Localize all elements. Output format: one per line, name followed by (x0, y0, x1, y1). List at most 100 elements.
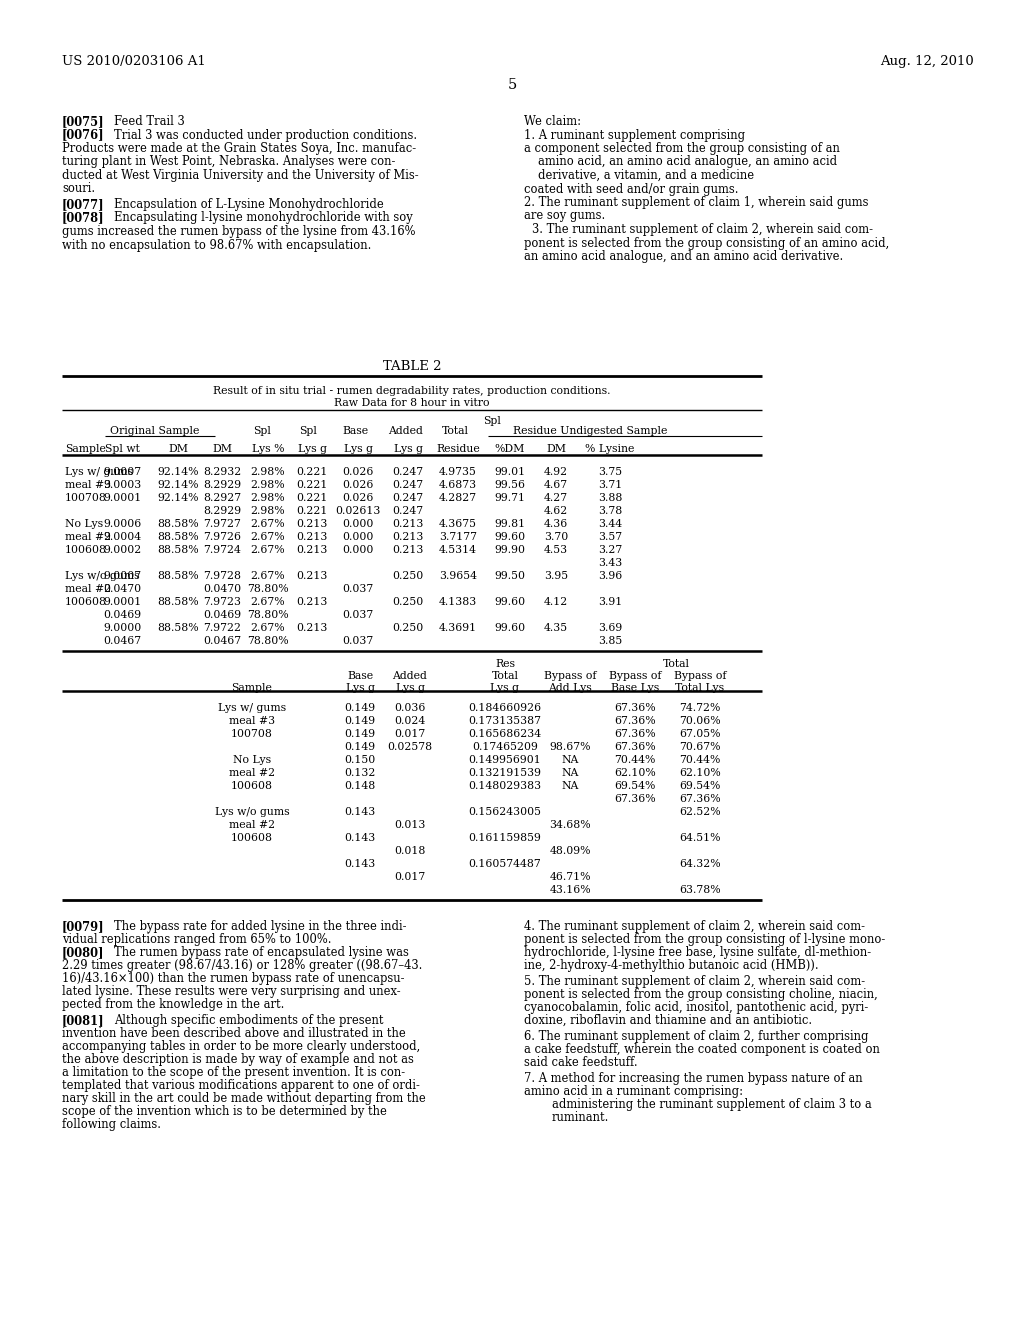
Text: 0.02578: 0.02578 (387, 742, 432, 752)
Text: 100608: 100608 (231, 781, 273, 791)
Text: 4.6873: 4.6873 (439, 480, 477, 490)
Text: 0.132191539: 0.132191539 (469, 768, 542, 777)
Text: 3.69: 3.69 (598, 623, 623, 634)
Text: 0.026: 0.026 (342, 492, 374, 503)
Text: 100608: 100608 (65, 545, 106, 554)
Text: Total: Total (492, 671, 518, 681)
Text: 9.0001: 9.0001 (102, 597, 141, 607)
Text: Total: Total (663, 659, 690, 669)
Text: lated lysine. These results were very surprising and unex-: lated lysine. These results were very su… (62, 985, 400, 998)
Text: NA: NA (561, 755, 579, 766)
Text: 0.160574487: 0.160574487 (469, 859, 542, 869)
Text: 69.54%: 69.54% (614, 781, 655, 791)
Text: ponent is selected from the group consisting choline, niacin,: ponent is selected from the group consis… (524, 987, 878, 1001)
Text: 4.2827: 4.2827 (439, 492, 477, 503)
Text: 9.0003: 9.0003 (102, 480, 141, 490)
Text: Raw Data for 8 hour in vitro: Raw Data for 8 hour in vitro (334, 399, 489, 408)
Text: Base: Base (342, 426, 368, 436)
Text: 4.62: 4.62 (544, 506, 568, 516)
Text: Total Lys: Total Lys (676, 682, 725, 693)
Text: a cake feedstuff, wherein the coated component is coated on: a cake feedstuff, wherein the coated com… (524, 1043, 880, 1056)
Text: administering the ruminant supplement of claim 3 to a: administering the ruminant supplement of… (552, 1098, 871, 1111)
Text: [0077]: [0077] (62, 198, 104, 211)
Text: 2.29 times greater (98.67/43.16) or 128% greater ((98.67–43.: 2.29 times greater (98.67/43.16) or 128%… (62, 960, 422, 972)
Text: Spl: Spl (253, 426, 271, 436)
Text: 4.12: 4.12 (544, 597, 568, 607)
Text: 2.98%: 2.98% (251, 480, 286, 490)
Text: 67.36%: 67.36% (614, 729, 655, 739)
Text: 2.67%: 2.67% (251, 572, 286, 581)
Text: 0.02613: 0.02613 (335, 506, 381, 516)
Text: 0.026: 0.026 (342, 467, 374, 477)
Text: 0.0469: 0.0469 (203, 610, 241, 620)
Text: 9.0007: 9.0007 (103, 572, 141, 581)
Text: 16)/43.16×100) than the rumen bypass rate of unencapsu-: 16)/43.16×100) than the rumen bypass rat… (62, 972, 404, 985)
Text: turing plant in West Point, Nebraska. Analyses were con-: turing plant in West Point, Nebraska. An… (62, 156, 395, 169)
Text: Result of in situ trial - rumen degradability rates, production conditions.: Result of in situ trial - rumen degradab… (213, 385, 610, 396)
Text: 7.9724: 7.9724 (203, 545, 241, 554)
Text: Lys g: Lys g (393, 444, 423, 454)
Text: 67.36%: 67.36% (679, 795, 721, 804)
Text: 100708: 100708 (231, 729, 273, 739)
Text: 5. The ruminant supplement of claim 2, wherein said com-: 5. The ruminant supplement of claim 2, w… (524, 975, 865, 987)
Text: 3.88: 3.88 (598, 492, 623, 503)
Text: 0.221: 0.221 (296, 467, 328, 477)
Text: Lys w/ gums: Lys w/ gums (218, 704, 286, 713)
Text: 0.018: 0.018 (394, 846, 426, 855)
Text: 3.7177: 3.7177 (439, 532, 477, 543)
Text: 46.71%: 46.71% (549, 873, 591, 882)
Text: Bypass of: Bypass of (608, 671, 662, 681)
Text: 8.2932: 8.2932 (203, 467, 241, 477)
Text: 3.9654: 3.9654 (439, 572, 477, 581)
Text: 0.149: 0.149 (344, 742, 376, 752)
Text: 64.32%: 64.32% (679, 859, 721, 869)
Text: an amino acid analogue, and an amino acid derivative.: an amino acid analogue, and an amino aci… (524, 249, 843, 263)
Text: [0081]: [0081] (62, 1014, 104, 1027)
Text: 7.9722: 7.9722 (203, 623, 241, 634)
Text: 67.36%: 67.36% (614, 715, 655, 726)
Text: 70.44%: 70.44% (679, 755, 721, 766)
Text: cyanocobalamin, folic acid, inositol, pantothenic acid, pyri-: cyanocobalamin, folic acid, inositol, pa… (524, 1001, 868, 1014)
Text: 48.09%: 48.09% (549, 846, 591, 855)
Text: 0.0467: 0.0467 (203, 636, 241, 645)
Text: 99.60: 99.60 (495, 597, 525, 607)
Text: accompanying tables in order to be more clearly understood,: accompanying tables in order to be more … (62, 1040, 420, 1053)
Text: 0.247: 0.247 (392, 492, 424, 503)
Text: a limitation to the scope of the present invention. It is con-: a limitation to the scope of the present… (62, 1067, 406, 1078)
Text: 9.0002: 9.0002 (102, 545, 141, 554)
Text: 3.44: 3.44 (598, 519, 622, 529)
Text: Spl: Spl (299, 426, 317, 436)
Text: 4.1383: 4.1383 (439, 597, 477, 607)
Text: 0.247: 0.247 (392, 506, 424, 516)
Text: No Lys: No Lys (65, 519, 103, 529)
Text: 0.149956901: 0.149956901 (469, 755, 542, 766)
Text: Bypass of: Bypass of (544, 671, 596, 681)
Text: 88.58%: 88.58% (158, 545, 199, 554)
Text: The rumen bypass rate of encapsulated lysine was: The rumen bypass rate of encapsulated ly… (114, 946, 409, 960)
Text: meal #2: meal #2 (229, 768, 275, 777)
Text: 88.58%: 88.58% (158, 623, 199, 634)
Text: 3.95: 3.95 (544, 572, 568, 581)
Text: Total: Total (441, 426, 469, 436)
Text: 0.026: 0.026 (342, 480, 374, 490)
Text: 0.148029383: 0.148029383 (468, 781, 542, 791)
Text: 99.90: 99.90 (495, 545, 525, 554)
Text: DM: DM (212, 444, 232, 454)
Text: 0.000: 0.000 (342, 519, 374, 529)
Text: 4. The ruminant supplement of claim 2, wherein said com-: 4. The ruminant supplement of claim 2, w… (524, 920, 865, 933)
Text: 7.9727: 7.9727 (203, 519, 241, 529)
Text: 0.037: 0.037 (342, 610, 374, 620)
Text: doxine, riboflavin and thiamine and an antibiotic.: doxine, riboflavin and thiamine and an a… (524, 1014, 812, 1027)
Text: 0.000: 0.000 (342, 545, 374, 554)
Text: 100608: 100608 (65, 597, 106, 607)
Text: 70.06%: 70.06% (679, 715, 721, 726)
Text: 0.017: 0.017 (394, 873, 426, 882)
Text: Sample: Sample (65, 444, 105, 454)
Text: 3.85: 3.85 (598, 636, 623, 645)
Text: 8.2927: 8.2927 (203, 492, 241, 503)
Text: Spl wt: Spl wt (104, 444, 139, 454)
Text: 70.67%: 70.67% (679, 742, 721, 752)
Text: No Lys: No Lys (232, 755, 271, 766)
Text: 0.221: 0.221 (296, 480, 328, 490)
Text: 78.80%: 78.80% (247, 583, 289, 594)
